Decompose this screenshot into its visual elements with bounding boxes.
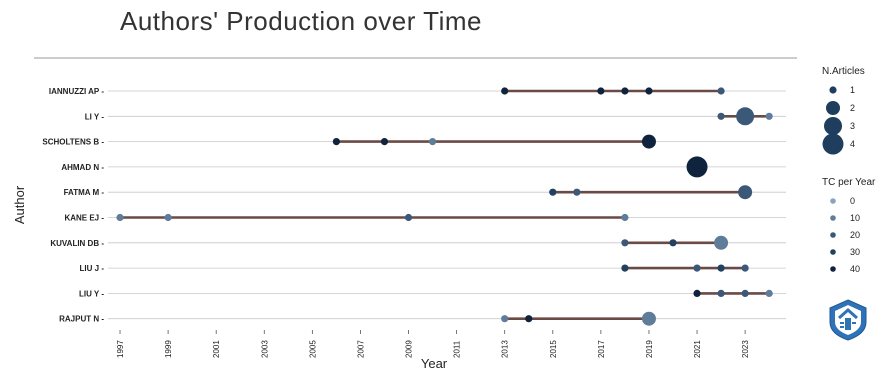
legend-size-title: N.Articles bbox=[822, 66, 865, 77]
data-point bbox=[641, 311, 656, 326]
x-tick-label: 2021 bbox=[693, 340, 702, 358]
legend-color-label: 30 bbox=[850, 247, 860, 257]
legend-size-label: 4 bbox=[850, 139, 855, 149]
data-point bbox=[645, 87, 653, 95]
x-tick-label: 2005 bbox=[308, 340, 317, 358]
y-axis-labels: IANNUZZI AP - LI Y - SCHOLTENS B - AHMAD N … bbox=[42, 87, 104, 324]
data-point bbox=[693, 289, 701, 297]
data-point bbox=[717, 289, 725, 297]
x-tick-label: 2003 bbox=[260, 340, 269, 358]
data-point bbox=[549, 188, 557, 196]
bibliometrix-shield-icon bbox=[829, 299, 867, 341]
data-point bbox=[765, 289, 773, 297]
data-point bbox=[669, 239, 677, 247]
legend-size-swatch bbox=[826, 101, 840, 115]
y-tick-label: FATMA M - bbox=[64, 188, 105, 197]
data-point bbox=[714, 235, 729, 250]
data-point bbox=[738, 185, 753, 200]
legend-color-swatch bbox=[830, 249, 836, 255]
data-point bbox=[332, 138, 341, 146]
legend-size-label: 3 bbox=[850, 121, 855, 131]
x-tick-label: 1997 bbox=[116, 340, 125, 358]
legend-size-label: 2 bbox=[850, 103, 855, 113]
x-tick-label: 2017 bbox=[597, 340, 606, 358]
data-point bbox=[525, 315, 533, 323]
data-point bbox=[741, 289, 749, 297]
legend-color-label: 0 bbox=[850, 196, 855, 206]
data-point bbox=[116, 213, 124, 222]
x-axis-labels: 1997 1999 2001 2003 2005 2007 2009 2011 2013 2015… bbox=[116, 330, 750, 358]
y-tick-label: SCHOLTENS B - bbox=[42, 138, 104, 147]
x-tick-label: 2009 bbox=[405, 340, 414, 358]
legend-size-swatch bbox=[822, 133, 844, 155]
x-tick-label: 2013 bbox=[501, 340, 510, 358]
data-point bbox=[621, 87, 629, 95]
legend-color-label: 10 bbox=[850, 213, 860, 223]
data-point bbox=[380, 138, 389, 146]
data-point bbox=[621, 213, 629, 222]
y-tick-label: KUVALIN DB - bbox=[50, 239, 104, 248]
legend: N.Articles 1 2 3 4 TC per Year 0 10 20 30 40 bbox=[822, 66, 876, 274]
x-axis-title: Year bbox=[421, 356, 448, 370]
y-tick-label: AHMAD N - bbox=[61, 163, 104, 172]
legend-color-swatch bbox=[830, 266, 836, 272]
data-point bbox=[621, 264, 629, 272]
y-axis-title: Author bbox=[12, 185, 27, 224]
legend-size-swatch bbox=[824, 117, 842, 135]
data-point bbox=[404, 213, 413, 222]
chart-title: Authors' Production over Time bbox=[120, 6, 482, 36]
data-point bbox=[573, 188, 581, 196]
data-point bbox=[164, 213, 172, 222]
y-tick-label: RAJPUT N - bbox=[59, 315, 104, 324]
data-point bbox=[717, 264, 725, 272]
x-tick-label: 1999 bbox=[164, 340, 173, 358]
legend-color-label: 20 bbox=[850, 230, 860, 240]
data-point bbox=[501, 87, 509, 95]
data-point bbox=[717, 87, 725, 95]
x-tick-label: 2001 bbox=[212, 340, 221, 358]
x-tick-label: 2007 bbox=[356, 340, 365, 358]
legend-color-swatch bbox=[830, 232, 836, 238]
timeline-layer bbox=[120, 89, 770, 321]
data-point bbox=[736, 107, 755, 126]
x-tick-label: 2015 bbox=[549, 340, 558, 358]
legend-color-label: 40 bbox=[850, 264, 860, 274]
data-point bbox=[765, 112, 773, 120]
data-point bbox=[717, 112, 725, 120]
y-tick-label: KANE EJ - bbox=[64, 214, 104, 223]
legend-color-title: TC per Year bbox=[822, 177, 876, 188]
data-point bbox=[597, 87, 605, 95]
data-point bbox=[693, 264, 701, 272]
data-point bbox=[428, 138, 437, 146]
x-tick-label: 2023 bbox=[741, 340, 750, 358]
data-point bbox=[641, 134, 656, 149]
x-tick-label: 2011 bbox=[453, 340, 462, 358]
data-point bbox=[501, 315, 509, 323]
legend-size-label: 1 bbox=[850, 85, 855, 95]
x-tick-label: 2019 bbox=[645, 340, 654, 358]
data-point bbox=[621, 239, 629, 247]
data-point bbox=[686, 156, 708, 178]
data-point bbox=[741, 264, 749, 272]
legend-color-swatch bbox=[830, 215, 836, 221]
legend-color-swatch bbox=[830, 198, 836, 204]
y-tick-label: IANNUZZI AP - bbox=[49, 87, 104, 96]
legend-size-swatch bbox=[829, 86, 837, 94]
y-tick-label: LIU J - bbox=[80, 264, 105, 273]
point-layer bbox=[116, 87, 773, 326]
y-tick-label: LI Y - bbox=[85, 112, 105, 121]
grid-layer bbox=[108, 90, 786, 320]
y-tick-label: LIU Y - bbox=[79, 289, 104, 298]
